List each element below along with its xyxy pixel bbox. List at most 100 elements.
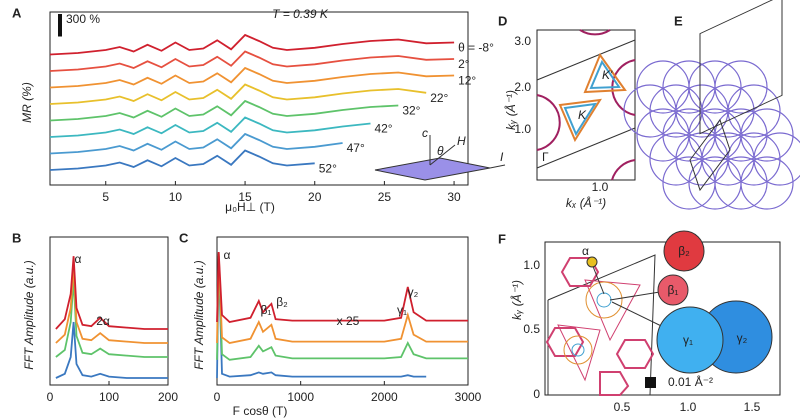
- pocket: [571, 343, 585, 357]
- annotation: α: [224, 248, 231, 262]
- pocket-label: γ₁: [683, 333, 693, 347]
- inset-label: I: [500, 150, 504, 164]
- x-tick-label: 3000: [455, 390, 482, 404]
- series-label: 47°: [347, 141, 365, 155]
- series-line: [49, 149, 315, 171]
- pocket: [584, 279, 641, 342]
- sample: [374, 157, 491, 181]
- x-tick-label: 30: [447, 190, 461, 204]
- annotation: β₂: [276, 295, 288, 309]
- x-tick-label: 2000: [371, 390, 398, 404]
- scale-bar: [58, 14, 62, 37]
- series-line: [216, 253, 468, 344]
- series-line: [49, 132, 343, 155]
- lattice-circle: [753, 132, 800, 186]
- x-axis-label: F cosθ (T): [233, 404, 288, 418]
- series-line: [49, 116, 371, 138]
- cell-edge: [536, 127, 636, 169]
- panel-label: B: [12, 230, 21, 245]
- series-label: 22°: [430, 91, 448, 105]
- series-line: [55, 279, 168, 358]
- y-tick-label: 1.0: [514, 122, 531, 136]
- field-arrow: [429, 144, 456, 166]
- axes-frame: [49, 11, 469, 186]
- current-arrow: [489, 164, 506, 169]
- panel-label: F: [498, 231, 506, 246]
- axes-frame: [49, 236, 169, 386]
- pocket-label: γ₂: [737, 331, 748, 345]
- k-label: K': [602, 68, 613, 82]
- lattice-circle: [740, 156, 794, 210]
- inset-label: c: [422, 126, 428, 140]
- x-tick-label: 10: [169, 190, 183, 204]
- hexagon: [545, 257, 655, 396]
- annotation: x 25: [337, 314, 360, 328]
- lattice-circle: [688, 60, 742, 114]
- pocket: [585, 281, 623, 319]
- series-label: θ = -8°: [458, 41, 494, 55]
- annotation: γ₁: [397, 303, 407, 317]
- lattice-circle: [714, 156, 768, 210]
- series-line: [49, 99, 399, 122]
- pocket-label: α: [582, 244, 589, 258]
- x-tick-label: 25: [378, 190, 392, 204]
- x-tick-label: 15: [238, 190, 252, 204]
- panel-label: A: [12, 5, 22, 20]
- circle-lattice: [623, 60, 800, 210]
- area-disc: [586, 256, 598, 268]
- series-label: 52°: [319, 161, 337, 175]
- area-disc: [663, 230, 705, 272]
- pocket: [558, 98, 602, 143]
- x-tick-label: 200: [158, 390, 178, 404]
- lattice-circle: [740, 108, 794, 162]
- x-tick-label: 1.5: [744, 400, 761, 414]
- area-disc: [657, 274, 689, 306]
- scale-square: [645, 377, 656, 388]
- cell-edge: [536, 39, 636, 81]
- series-label: 42°: [374, 122, 392, 136]
- diagrams: D K K' Γ 1.0 2.0 3.0 1.0 kₓ (Å⁻¹) kᵧ (Å⁻…: [498, 0, 800, 414]
- series-line: [49, 83, 427, 105]
- scale-label: 0.01 Å⁻²: [668, 374, 713, 389]
- annotation: α: [75, 252, 82, 266]
- y-axis-label: FFT Amplitude (a.u.): [192, 260, 206, 370]
- lattice-circle: [701, 84, 755, 138]
- x-tick-label: 0: [214, 390, 221, 404]
- y-tick-label: 2.0: [514, 80, 531, 94]
- y-axis-label: kᵧ (Å⁻¹): [509, 280, 524, 320]
- y-tick-label: 0: [533, 387, 540, 401]
- gamma-label: Γ: [542, 150, 549, 164]
- pocket: [583, 52, 627, 94]
- x-tick-label: 5: [102, 190, 109, 204]
- annotation: β₁: [261, 303, 272, 317]
- series-line: [216, 258, 427, 379]
- pocket: [557, 324, 601, 382]
- inset-label: H: [457, 134, 466, 148]
- series-line: [49, 66, 455, 89]
- series-line: [55, 321, 168, 379]
- fermi-arc: [536, 29, 636, 181]
- x-tick-label: 100: [99, 390, 119, 404]
- y-tick-label: 0.5: [523, 322, 540, 336]
- y-axis-label: FFT Amplitude (a.u.): [22, 260, 36, 370]
- pocket: [563, 102, 597, 137]
- area-disc: [656, 306, 724, 374]
- pocket-label: β₁: [668, 283, 679, 297]
- lattice-circle: [727, 132, 781, 186]
- lattice-circle: [727, 84, 781, 138]
- y-tick-label: 3.0: [514, 34, 531, 48]
- series-line: [49, 50, 455, 72]
- lattice-circle: [714, 108, 768, 162]
- chart-title: T = 0.39 K: [272, 7, 329, 21]
- series-line: [49, 33, 455, 56]
- series-label: 2°: [458, 57, 470, 71]
- y-axis-label: MR (%): [20, 82, 34, 123]
- k-label: K: [578, 108, 587, 122]
- panel-label: E: [674, 13, 683, 28]
- x-tick-label: 0.5: [614, 400, 631, 414]
- pointer: [591, 263, 605, 295]
- series-line: [55, 265, 168, 344]
- pocket: [589, 59, 621, 90]
- x-axis-label: kₓ (Å⁻¹): [566, 195, 606, 210]
